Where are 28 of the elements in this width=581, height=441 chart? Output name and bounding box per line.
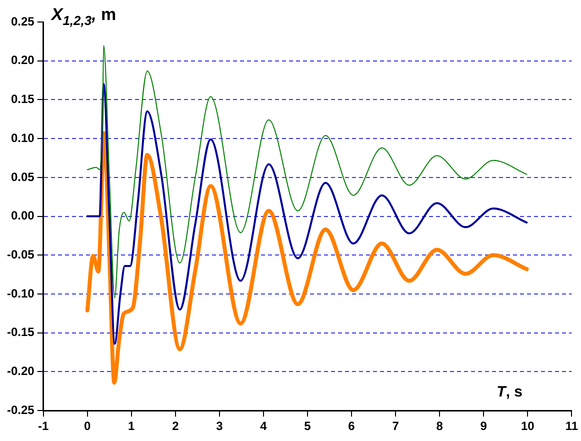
x-tick-label: 8 (436, 419, 444, 434)
y-tick-label: 0.05 (10, 170, 35, 184)
y-tick-label: -0.05 (6, 247, 35, 262)
x-tick-label: 0 (84, 419, 92, 434)
x-tick-label: 11 (565, 419, 578, 434)
x-tick-label: 1 (128, 419, 136, 434)
line-series (85, 131, 529, 385)
x-tick-label: 2 (172, 419, 180, 434)
x-tick-label: 9 (480, 419, 488, 434)
x-tick-label: 3 (216, 419, 224, 434)
y-tick-label: 0.10 (10, 130, 35, 145)
y-tick-label: -0.10 (6, 286, 35, 300)
x-tick-label: 5 (304, 419, 312, 434)
y-tick-label: 0.15 (10, 92, 35, 106)
x-tick-label: 7 (392, 419, 400, 434)
y-tick-label: -0.20 (6, 364, 35, 378)
line-series (86, 83, 528, 345)
x-tick-label: 10 (520, 419, 535, 434)
y-tick-label: 0.00 (10, 208, 35, 223)
y-tick-label: -0.25 (6, 402, 35, 417)
x-axis-title: T, s (496, 384, 523, 401)
y-tick-label: 0.25 (10, 14, 35, 28)
x-tick-label: 4 (260, 419, 268, 434)
x-tick-label: -1 (38, 419, 50, 434)
line-series (86, 44, 528, 298)
y-tick-label: 0.20 (10, 53, 35, 68)
x-tick-label: 6 (348, 419, 356, 434)
y-tick-label: -0.15 (6, 325, 35, 340)
